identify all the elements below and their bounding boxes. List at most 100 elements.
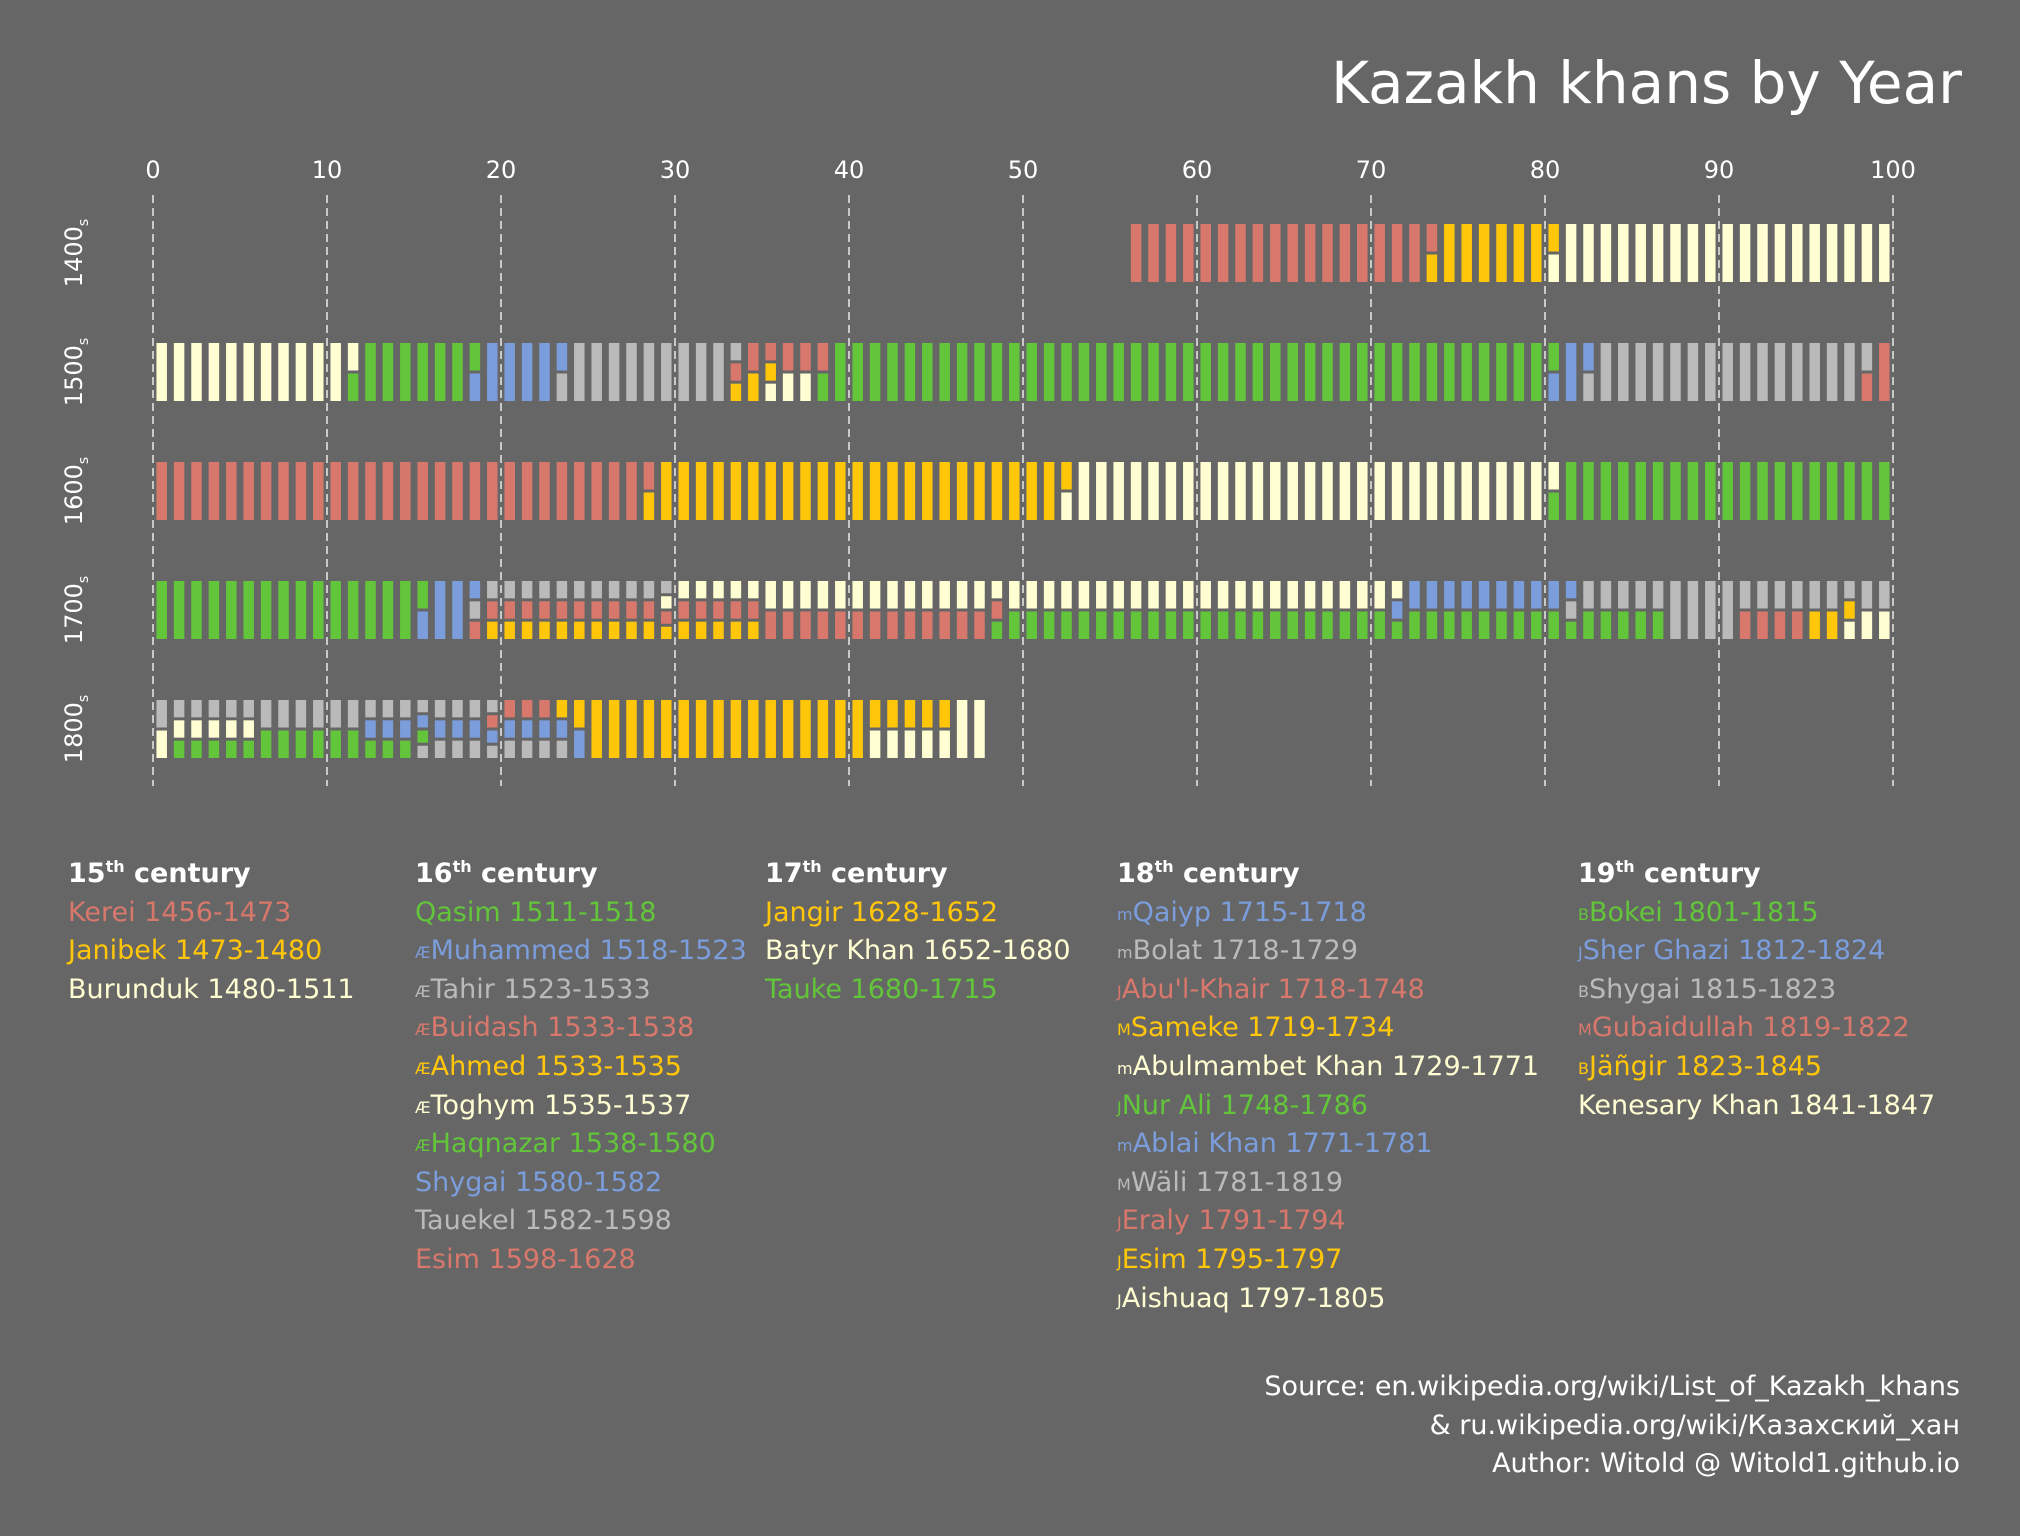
year-mark bbox=[922, 700, 933, 728]
footer: Source: en.wikipedia.org/wiki/List_of_Ka… bbox=[1264, 1368, 1960, 1484]
year-mark bbox=[574, 581, 585, 599]
legend-item-label: Haqnazar 1538-1580 bbox=[430, 1128, 716, 1160]
year-mark bbox=[748, 462, 759, 520]
year-mark bbox=[521, 343, 533, 401]
year-mark bbox=[1861, 224, 1873, 282]
year-mark bbox=[1339, 611, 1351, 639]
year-mark bbox=[1583, 373, 1594, 401]
legend-item-prefix: Æ bbox=[415, 1097, 431, 1117]
year-mark bbox=[382, 343, 394, 401]
year-mark bbox=[1722, 224, 1733, 282]
year-mark bbox=[1200, 462, 1211, 520]
year-mark bbox=[817, 700, 829, 758]
year-mark bbox=[748, 621, 759, 639]
year-mark bbox=[1478, 611, 1490, 639]
year-mark bbox=[1357, 224, 1368, 282]
legend-heading-text: century bbox=[1634, 858, 1761, 889]
year-mark bbox=[400, 700, 411, 718]
row-label-decade: 1800 bbox=[60, 702, 88, 763]
year-mark bbox=[1879, 224, 1890, 282]
year-mark bbox=[974, 462, 985, 520]
year-mark bbox=[591, 621, 602, 639]
year-mark bbox=[452, 720, 463, 738]
year-mark bbox=[1461, 343, 1472, 401]
year-mark bbox=[1357, 611, 1368, 639]
year-mark bbox=[1113, 462, 1124, 520]
year-mark bbox=[1826, 343, 1838, 401]
legend-heading: 16th century bbox=[415, 848, 747, 894]
year-mark bbox=[1774, 462, 1786, 520]
year-mark bbox=[487, 700, 498, 713]
year-mark bbox=[521, 581, 533, 599]
year-mark bbox=[1879, 462, 1890, 520]
year-mark bbox=[1252, 343, 1264, 401]
year-mark bbox=[991, 601, 1003, 619]
year-mark bbox=[1565, 343, 1577, 401]
year-mark bbox=[1548, 224, 1559, 252]
year-mark bbox=[835, 462, 846, 520]
year-mark bbox=[939, 343, 950, 401]
year-mark bbox=[887, 611, 898, 639]
year-mark bbox=[1739, 343, 1751, 401]
year-mark bbox=[1165, 611, 1177, 639]
year-mark bbox=[469, 373, 481, 401]
year-mark bbox=[1792, 343, 1803, 401]
year-mark bbox=[1618, 224, 1629, 282]
year-mark bbox=[1705, 224, 1716, 282]
year-mark bbox=[1061, 581, 1072, 609]
row-label-suffix: s bbox=[76, 338, 92, 345]
year-mark bbox=[991, 621, 1003, 639]
source-line-2: & ru.wikipedia.org/wiki/Казахский_хан bbox=[1429, 1409, 1960, 1441]
year-mark bbox=[782, 373, 794, 401]
year-mark bbox=[1043, 462, 1055, 520]
year-mark bbox=[1322, 224, 1333, 282]
legend-item-label: Burunduk 1480-1511 bbox=[68, 973, 355, 1005]
year-mark bbox=[800, 581, 811, 609]
year-mark bbox=[556, 720, 568, 738]
year-mark bbox=[730, 621, 742, 639]
legend-item-prefix: J bbox=[1117, 1213, 1122, 1233]
year-mark bbox=[1583, 611, 1594, 639]
year-mark bbox=[1739, 611, 1751, 639]
year-mark bbox=[1217, 224, 1229, 282]
year-mark bbox=[626, 601, 637, 619]
year-mark bbox=[1792, 611, 1803, 639]
year-mark bbox=[730, 462, 742, 520]
year-mark bbox=[678, 601, 689, 619]
year-mark bbox=[800, 373, 811, 401]
year-mark bbox=[243, 581, 254, 639]
year-mark bbox=[956, 611, 968, 639]
year-mark bbox=[1809, 581, 1820, 609]
year-mark bbox=[1165, 343, 1177, 401]
legend-heading-ordinal: th bbox=[1154, 857, 1174, 876]
legend-item: ÆTahir 1523-1533 bbox=[415, 971, 747, 1010]
year-mark bbox=[1774, 343, 1786, 401]
legend-heading-ordinal: th bbox=[802, 857, 822, 876]
year-mark bbox=[1618, 462, 1629, 520]
year-mark bbox=[469, 621, 481, 639]
year-mark bbox=[904, 343, 916, 401]
year-mark bbox=[1652, 224, 1664, 282]
legend-heading: 19th century bbox=[1578, 848, 1935, 894]
year-mark bbox=[1600, 343, 1612, 401]
year-mark bbox=[278, 343, 289, 401]
year-mark bbox=[330, 700, 341, 728]
year-mark bbox=[1200, 581, 1211, 609]
legend-item-label: Bokei 1801-1815 bbox=[1588, 896, 1819, 928]
year-mark bbox=[1496, 581, 1507, 609]
year-mark bbox=[347, 343, 359, 371]
year-mark bbox=[1548, 462, 1559, 490]
legend-item: ÆHaqnazar 1538-1580 bbox=[415, 1125, 747, 1164]
year-mark bbox=[1461, 462, 1472, 520]
year-mark bbox=[382, 740, 394, 758]
legend-heading: 15th century bbox=[68, 848, 355, 894]
year-mark bbox=[365, 581, 376, 639]
x-tick-labels: 0 10 20 30 40 50 60 70 80 90 100 bbox=[145, 156, 1916, 184]
year-mark bbox=[365, 740, 376, 758]
year-mark bbox=[1061, 462, 1072, 490]
year-mark bbox=[539, 700, 550, 718]
year-mark bbox=[835, 581, 846, 609]
year-mark bbox=[869, 611, 881, 639]
year-mark bbox=[782, 700, 794, 758]
legend-item: JEsim 1795-1797 bbox=[1117, 1241, 1539, 1280]
